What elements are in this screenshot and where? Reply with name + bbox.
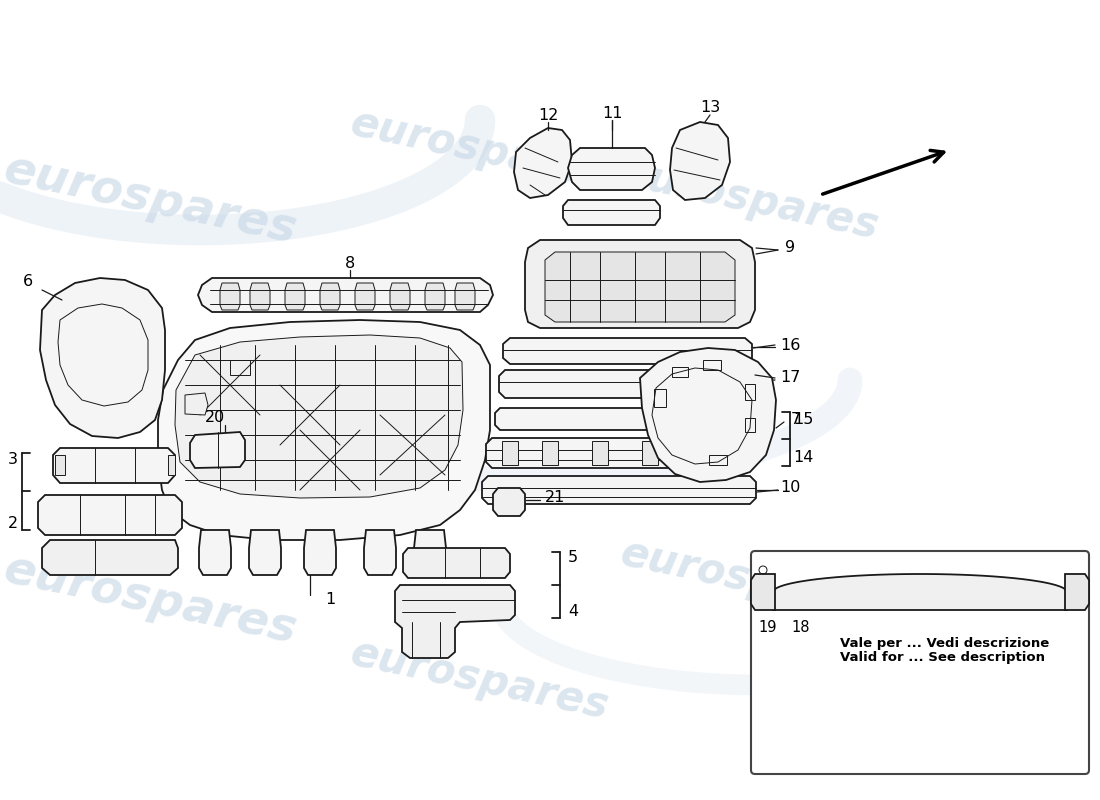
Polygon shape	[199, 530, 231, 575]
Text: 8: 8	[345, 255, 355, 270]
Polygon shape	[158, 320, 490, 540]
Text: eurospares: eurospares	[0, 147, 300, 253]
Text: eurospares: eurospares	[346, 102, 613, 198]
Polygon shape	[55, 455, 65, 475]
Polygon shape	[285, 283, 305, 310]
Text: eurospares: eurospares	[346, 632, 613, 728]
Polygon shape	[493, 488, 525, 516]
Polygon shape	[190, 432, 245, 468]
Polygon shape	[692, 441, 708, 465]
Polygon shape	[486, 438, 754, 468]
Polygon shape	[670, 122, 730, 200]
Text: 5: 5	[568, 550, 579, 566]
Polygon shape	[525, 240, 755, 328]
Text: 20: 20	[205, 410, 225, 426]
Polygon shape	[304, 530, 336, 575]
Text: 13: 13	[700, 101, 720, 115]
Polygon shape	[640, 348, 776, 482]
Polygon shape	[42, 540, 178, 575]
Polygon shape	[563, 200, 660, 225]
Polygon shape	[175, 335, 463, 498]
Text: 6: 6	[23, 274, 33, 290]
Polygon shape	[495, 408, 750, 430]
Polygon shape	[773, 574, 1067, 610]
Polygon shape	[455, 283, 475, 310]
Polygon shape	[250, 283, 270, 310]
Text: 14: 14	[793, 450, 813, 466]
Text: eurospares: eurospares	[617, 532, 883, 628]
Text: 21: 21	[544, 490, 565, 506]
Polygon shape	[403, 548, 510, 578]
Polygon shape	[751, 574, 776, 610]
Polygon shape	[39, 495, 182, 535]
Text: 4: 4	[568, 605, 579, 619]
Text: 15: 15	[793, 413, 813, 427]
Polygon shape	[168, 455, 175, 475]
Text: eurospares: eurospares	[617, 152, 883, 248]
Polygon shape	[482, 476, 756, 504]
Text: 16: 16	[780, 338, 800, 353]
Polygon shape	[425, 283, 446, 310]
Text: 18: 18	[792, 619, 811, 634]
FancyBboxPatch shape	[751, 551, 1089, 774]
Polygon shape	[320, 283, 340, 310]
Polygon shape	[40, 278, 165, 438]
Polygon shape	[53, 448, 175, 483]
Polygon shape	[220, 283, 240, 310]
Text: 17: 17	[780, 370, 800, 386]
Text: 10: 10	[780, 481, 800, 495]
Polygon shape	[732, 441, 748, 465]
Text: 7: 7	[791, 413, 801, 427]
Text: Valid for ... See description: Valid for ... See description	[840, 651, 1045, 665]
Polygon shape	[414, 530, 446, 575]
Polygon shape	[544, 252, 735, 322]
Text: 9: 9	[785, 241, 795, 255]
Polygon shape	[592, 441, 608, 465]
Polygon shape	[642, 441, 658, 465]
Polygon shape	[542, 441, 558, 465]
Polygon shape	[185, 393, 208, 415]
Polygon shape	[198, 278, 493, 312]
Polygon shape	[395, 585, 515, 658]
Polygon shape	[1065, 574, 1089, 610]
Text: 12: 12	[538, 107, 558, 122]
Polygon shape	[503, 338, 752, 364]
Polygon shape	[364, 530, 396, 575]
Polygon shape	[514, 128, 572, 198]
Polygon shape	[249, 530, 280, 575]
Polygon shape	[355, 283, 375, 310]
Polygon shape	[502, 441, 518, 465]
Text: eurospares: eurospares	[0, 547, 300, 653]
Polygon shape	[390, 283, 410, 310]
Text: Vale per ... Vedi descrizione: Vale per ... Vedi descrizione	[840, 638, 1049, 650]
Polygon shape	[568, 148, 654, 190]
Text: 3: 3	[8, 453, 18, 467]
Text: 19: 19	[759, 619, 778, 634]
Text: 11: 11	[602, 106, 623, 121]
Text: 2: 2	[8, 515, 18, 530]
Text: 1: 1	[324, 593, 336, 607]
Polygon shape	[499, 370, 754, 398]
